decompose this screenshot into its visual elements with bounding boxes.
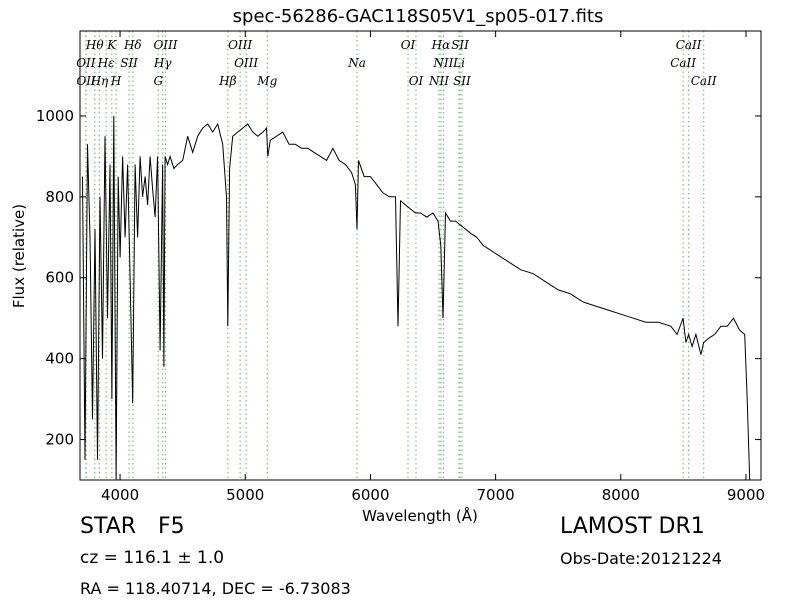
line-label-3: OIII bbox=[153, 38, 177, 52]
line-label-8: CaII bbox=[676, 38, 702, 52]
spectral-line-markers bbox=[85, 31, 705, 480]
line-label-18: OII bbox=[76, 74, 96, 88]
x-tick-label-0: 4000 bbox=[101, 486, 139, 504]
line-label-10: Hε bbox=[97, 56, 115, 70]
y-tick-label-1: 400 bbox=[45, 350, 74, 368]
line-label-23: Mg bbox=[256, 74, 277, 88]
line-label-14: Na bbox=[347, 56, 366, 70]
sky-coordinates: RA = 118.40714, DEC = -6.73083 bbox=[80, 579, 351, 598]
object-type: STAR bbox=[80, 514, 137, 539]
x-tick-label-5: 9000 bbox=[727, 486, 765, 504]
x-tick-label-3: 7000 bbox=[477, 486, 515, 504]
spectrum-series-line-0 bbox=[82, 115, 751, 480]
line-label-22: Hβ bbox=[218, 74, 236, 88]
x-tick-label-4: 8000 bbox=[602, 486, 640, 504]
plot-frame bbox=[79, 30, 762, 481]
line-label-2: Hδ bbox=[123, 38, 142, 52]
line-label-9: OII bbox=[76, 56, 96, 70]
y-tick-label-4: 1000 bbox=[36, 107, 74, 125]
x-axis-ticks: 4000 5000 6000 7000 8000 9000 bbox=[101, 31, 765, 504]
y-axis-label: Flux (relative) bbox=[10, 204, 28, 308]
line-label-11: SII bbox=[120, 56, 138, 70]
series-layer bbox=[82, 115, 751, 480]
redshift-value: cz = 116.1 ± 1.0 bbox=[80, 548, 225, 568]
line-label-20: H bbox=[110, 74, 122, 88]
y-tick-label-3: 800 bbox=[45, 188, 74, 206]
line-label-24: OI bbox=[409, 74, 424, 88]
line-label-13: OIII bbox=[234, 56, 258, 70]
line-label-21: G bbox=[153, 74, 163, 88]
line-label-7: SII bbox=[451, 38, 469, 52]
x-tick-label-2: 6000 bbox=[351, 486, 389, 504]
line-label-26: SII bbox=[453, 74, 471, 88]
line-label-0: Hθ bbox=[85, 38, 104, 52]
y-tick-label-2: 600 bbox=[45, 269, 74, 287]
line-label-15: NII bbox=[432, 56, 453, 70]
line-label-27: CaII bbox=[691, 74, 717, 88]
line-label-25: NII bbox=[428, 74, 449, 88]
line-label-17: CaII bbox=[670, 56, 696, 70]
line-label-6: Hα bbox=[431, 38, 451, 52]
line-label-16: Li bbox=[452, 56, 465, 70]
line-label-5: OI bbox=[401, 38, 416, 52]
observation-date: Obs-Date:20121224 bbox=[560, 549, 722, 568]
survey-name: LAMOST DR1 bbox=[560, 514, 705, 539]
chart-title: spec-56286-GAC118S05V1_sp05-017.fits bbox=[233, 6, 604, 27]
line-label-12: Hγ bbox=[153, 56, 172, 70]
x-axis-label: Wavelength (Å) bbox=[362, 506, 478, 525]
line-label-1: K bbox=[106, 38, 117, 52]
y-axis-ticks: 200 400 600 800 1000 bbox=[36, 107, 761, 449]
line-label-19: Hη bbox=[90, 74, 109, 88]
object-subclass: F5 bbox=[158, 514, 185, 539]
x-tick-label-1: 5000 bbox=[226, 486, 264, 504]
y-tick-label-0: 200 bbox=[45, 431, 74, 449]
line-label-4: OIII bbox=[228, 38, 252, 52]
